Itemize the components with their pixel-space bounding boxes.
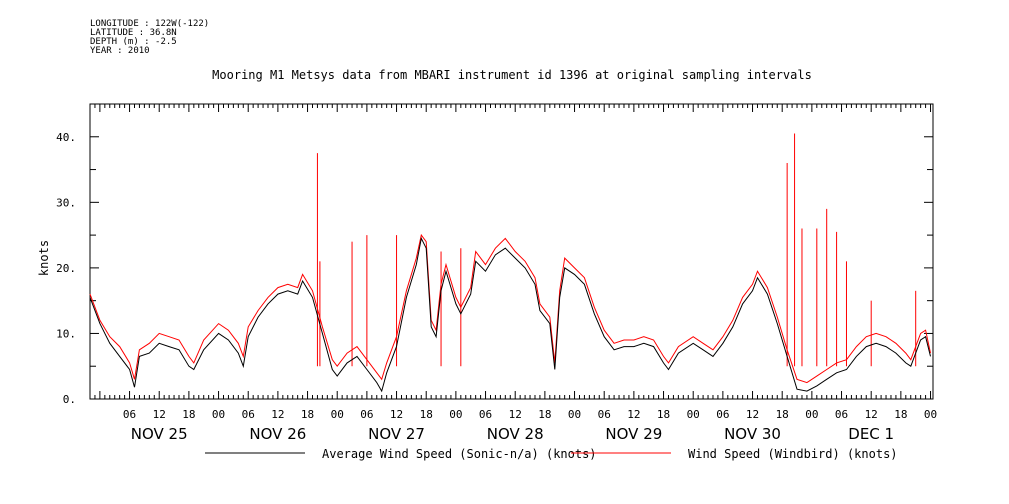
- x-day-label: NOV 30: [724, 425, 781, 443]
- x-day-label: NOV 27: [368, 425, 425, 443]
- y-tick-label: 10.: [56, 327, 76, 340]
- y-tick-label: 40.: [56, 131, 76, 144]
- x-hour-label: 06: [598, 408, 611, 421]
- x-hour-label: 00: [212, 408, 225, 421]
- x-hour-label: 06: [479, 408, 492, 421]
- axis-labels: 0. 10. 20. 30. 40. 06 12 18 00 06 12 18 00 06 12 18 00 06…: [56, 131, 937, 443]
- x-hour-label: 18: [538, 408, 551, 421]
- x-day-label: DEC 1: [848, 425, 894, 443]
- x-hour-label: 12: [746, 408, 759, 421]
- legend-label-average-wind: Average Wind Speed (Sonic-n/a) (knots): [322, 447, 597, 461]
- x-hour-label: 06: [123, 408, 136, 421]
- y-tick-label: 30.: [56, 196, 76, 209]
- x-hour-label: 00: [449, 408, 462, 421]
- x-hour-label: 06: [360, 408, 373, 421]
- x-hour-label: 00: [805, 408, 818, 421]
- y-tick-label: 0.: [63, 393, 76, 406]
- series-line-average-wind: [90, 238, 931, 391]
- x-hour-label: 18: [301, 408, 314, 421]
- x-hour-label: 06: [835, 408, 848, 421]
- plot-frame: [90, 104, 933, 399]
- x-hour-label: 18: [182, 408, 195, 421]
- x-hour-label: 12: [271, 408, 284, 421]
- x-hour-label: 00: [331, 408, 344, 421]
- x-hour-label: 12: [865, 408, 878, 421]
- y-tick-label: 20.: [56, 262, 76, 275]
- legend: Average Wind Speed (Sonic-n/a) (knots) W…: [205, 447, 898, 461]
- chart-title: Mooring M1 Metsys data from MBARI instru…: [212, 68, 812, 82]
- legend-label-windbird: Wind Speed (Windbird) (knots): [688, 447, 898, 461]
- x-hour-label: 12: [390, 408, 403, 421]
- axis-ticks: [90, 104, 933, 399]
- y-axis-label: knots: [37, 240, 51, 276]
- x-hour-label: 00: [568, 408, 581, 421]
- x-hour-label: 18: [894, 408, 907, 421]
- x-hour-label: 12: [627, 408, 640, 421]
- series-line-windbird: [90, 235, 931, 383]
- x-hour-label: 18: [420, 408, 433, 421]
- x-hour-label: 00: [924, 408, 937, 421]
- x-day-label: NOV 29: [605, 425, 662, 443]
- x-hour-label: 18: [776, 408, 789, 421]
- x-day-label: NOV 26: [249, 425, 306, 443]
- x-hour-label: 06: [716, 408, 729, 421]
- x-hour-label: 12: [153, 408, 166, 421]
- x-day-label: NOV 28: [487, 425, 544, 443]
- x-hour-label: 12: [509, 408, 522, 421]
- x-hour-label: 06: [242, 408, 255, 421]
- x-day-label: NOV 25: [131, 425, 188, 443]
- x-hour-label: 00: [687, 408, 700, 421]
- series-layer: [90, 134, 931, 392]
- x-hour-label: 18: [657, 408, 670, 421]
